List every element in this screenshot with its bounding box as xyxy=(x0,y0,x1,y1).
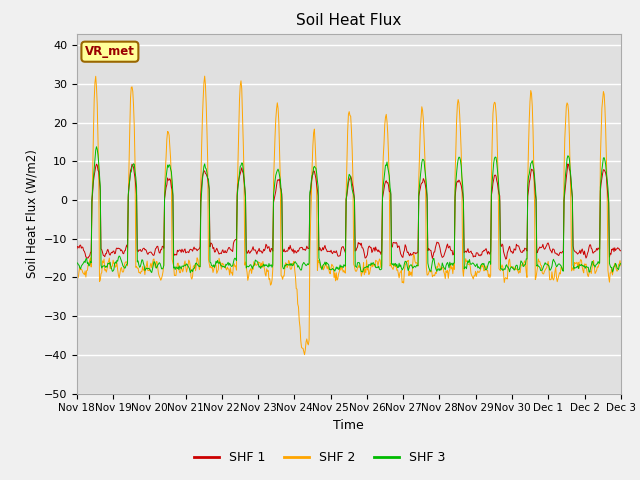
Legend: SHF 1, SHF 2, SHF 3: SHF 1, SHF 2, SHF 3 xyxy=(189,446,451,469)
Title: Soil Heat Flux: Soil Heat Flux xyxy=(296,13,401,28)
X-axis label: Time: Time xyxy=(333,419,364,432)
Y-axis label: Soil Heat Flux (W/m2): Soil Heat Flux (W/m2) xyxy=(25,149,38,278)
Text: VR_met: VR_met xyxy=(85,45,135,58)
